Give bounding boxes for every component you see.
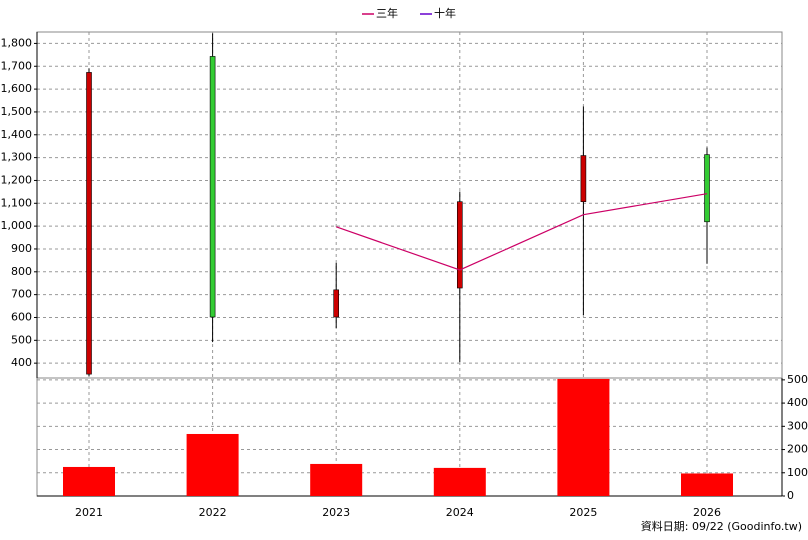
candle-body: [704, 154, 710, 223]
volume-bar: [433, 467, 486, 496]
y-tick-label: 1,400: [1, 128, 33, 141]
footer: 資料日期: 09/22 (Goodinfo.tw): [641, 519, 802, 533]
y-tick-label: 1,800: [1, 36, 33, 49]
y-tick-label: 800: [11, 265, 32, 278]
volume-bar: [310, 463, 363, 496]
y2-tick-label: 200,000: [787, 443, 808, 456]
y-tick-label: 1,600: [1, 82, 33, 95]
y2-tick-label: 100,000: [787, 466, 808, 479]
volume-bar: [63, 466, 115, 496]
y-tick-label: 1,000: [1, 219, 33, 232]
x-tick-label: 2022: [199, 506, 227, 519]
x-tick-label: 2025: [569, 506, 597, 519]
volume-bar: [557, 378, 610, 496]
y-tick-label: 1,500: [1, 105, 33, 118]
y-tick-label: 500: [11, 333, 32, 346]
y-tick-label: 1,200: [1, 173, 33, 186]
x-tick-label: 2026: [693, 506, 721, 519]
y2-tick-label: 400,000: [787, 396, 808, 409]
volume-bar: [186, 433, 239, 496]
y-tick-label: 600: [11, 310, 32, 323]
x-tick-label: 2021: [75, 506, 103, 519]
x-tick-label: 2024: [446, 506, 474, 519]
candle-body: [333, 289, 340, 318]
candle-body: [456, 201, 463, 289]
x-tick-label: 2023: [322, 506, 350, 519]
candle-body: [86, 72, 92, 375]
y-tick-label: 1,300: [1, 151, 33, 164]
y2-tick-label: 500,000: [787, 373, 808, 386]
line-series: [336, 193, 708, 271]
y2-tick-label: 300,000: [787, 419, 808, 432]
y-tick-label: 1,700: [1, 59, 33, 72]
volume-bar: [681, 473, 733, 496]
legend-label: 三年: [376, 6, 398, 20]
candle-body: [580, 155, 587, 202]
y-tick-label: 400: [11, 356, 32, 369]
y-tick-label: 700: [11, 288, 32, 301]
y2-tick-label: 0: [787, 489, 794, 502]
legend-label: 十年: [434, 6, 456, 20]
y-tick-label: 1,100: [1, 196, 33, 209]
candle-body: [209, 56, 216, 318]
y-tick-label: 900: [11, 242, 32, 255]
